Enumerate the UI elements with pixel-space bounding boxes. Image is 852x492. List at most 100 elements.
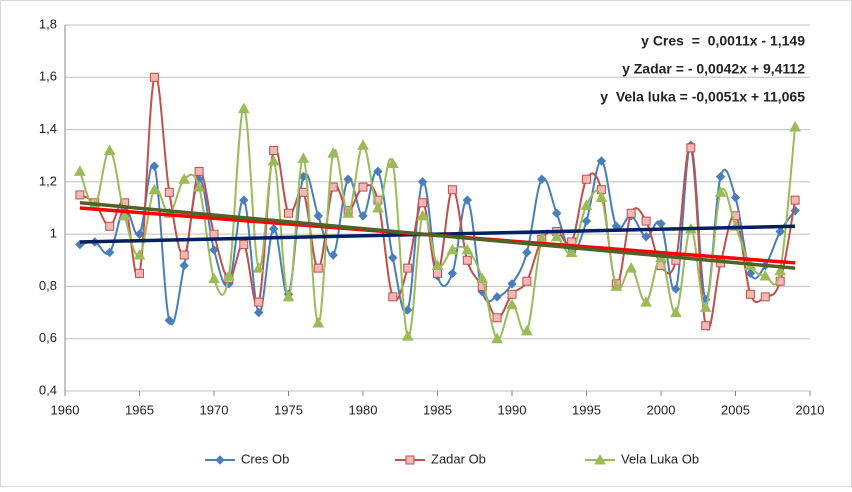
marker — [476, 272, 489, 284]
x-tick-label: 1965 — [125, 402, 154, 417]
marker — [357, 139, 369, 150]
marker — [193, 181, 205, 192]
marker — [135, 268, 144, 278]
y-tick-label: 1,6 — [39, 69, 57, 84]
marker — [492, 313, 502, 323]
x-tick-label: 2010 — [796, 402, 825, 417]
y-tick-label: 0,4 — [39, 382, 57, 397]
marker — [462, 255, 472, 265]
marker — [104, 247, 115, 258]
marker — [686, 143, 696, 153]
marker — [431, 259, 444, 271]
marker — [105, 221, 115, 231]
marker — [745, 268, 756, 279]
marker — [298, 187, 308, 197]
marker — [388, 252, 398, 263]
marker — [252, 262, 265, 273]
marker — [582, 174, 591, 184]
marker — [507, 289, 517, 299]
marker — [328, 250, 338, 260]
legend-marker — [215, 455, 225, 465]
x-tick-label: 1985 — [423, 402, 452, 417]
marker — [581, 216, 592, 226]
marker — [447, 268, 458, 279]
marker — [194, 166, 204, 176]
marker — [670, 306, 682, 318]
marker — [626, 208, 636, 218]
marker — [790, 195, 800, 205]
y-tick-label: 0,8 — [39, 278, 57, 293]
marker — [268, 224, 279, 234]
marker — [178, 173, 191, 184]
marker — [625, 262, 638, 273]
marker — [223, 269, 235, 281]
marker — [312, 316, 325, 328]
marker — [118, 209, 131, 221]
trend-equation: y Vela luka = -0,0051x + 11,065 — [600, 89, 805, 105]
marker — [775, 226, 785, 237]
x-tick-label: 1960 — [51, 402, 80, 417]
marker — [789, 120, 801, 132]
marker — [209, 245, 219, 255]
marker — [775, 276, 785, 286]
marker — [358, 211, 368, 221]
marker — [239, 195, 249, 205]
y-tick-label: 1,8 — [39, 16, 57, 31]
marker — [208, 272, 220, 284]
marker — [313, 263, 323, 273]
marker — [447, 185, 457, 195]
marker — [550, 230, 563, 242]
marker — [640, 296, 652, 307]
marker — [253, 307, 264, 318]
marker — [433, 268, 442, 278]
marker — [522, 276, 532, 286]
marker — [416, 209, 429, 221]
marker — [551, 208, 562, 218]
marker — [537, 174, 547, 184]
legend-label: Vela Luka Ob — [621, 451, 699, 466]
marker — [462, 195, 473, 205]
marker — [641, 216, 651, 226]
legend-marker — [594, 453, 606, 465]
x-tick-label: 1970 — [200, 402, 229, 417]
marker — [671, 284, 681, 294]
marker — [327, 147, 340, 158]
x-tick-label: 1975 — [274, 402, 303, 417]
marker — [269, 145, 279, 155]
marker — [418, 198, 428, 208]
marker — [133, 249, 146, 260]
legend-label: Cres Ob — [241, 451, 289, 466]
marker — [403, 263, 413, 273]
marker — [610, 280, 623, 291]
marker — [237, 102, 250, 114]
marker — [164, 187, 174, 197]
marker — [358, 182, 368, 192]
marker — [209, 229, 219, 239]
marker — [417, 177, 428, 187]
marker — [254, 297, 264, 307]
marker — [491, 332, 503, 344]
trend-line — [79, 201, 796, 270]
x-tick-label: 1995 — [572, 402, 601, 417]
marker — [164, 315, 175, 326]
legend-label: Zadar Ob — [431, 451, 486, 466]
marker — [179, 250, 189, 260]
x-tick-label: 1980 — [349, 402, 378, 417]
marker — [179, 260, 189, 271]
marker — [730, 192, 741, 203]
marker — [74, 165, 86, 176]
marker — [372, 201, 384, 213]
marker — [75, 190, 85, 200]
y-tick-label: 0,6 — [39, 330, 57, 345]
marker — [313, 211, 324, 221]
marker — [760, 292, 770, 302]
marker — [699, 301, 712, 312]
marker — [342, 207, 354, 218]
marker — [595, 191, 608, 203]
marker — [715, 171, 726, 182]
marker — [134, 229, 145, 239]
y-tick-label: 1,4 — [39, 121, 57, 136]
x-tick-label: 2000 — [647, 402, 676, 417]
marker — [343, 174, 353, 184]
marker — [386, 157, 399, 169]
